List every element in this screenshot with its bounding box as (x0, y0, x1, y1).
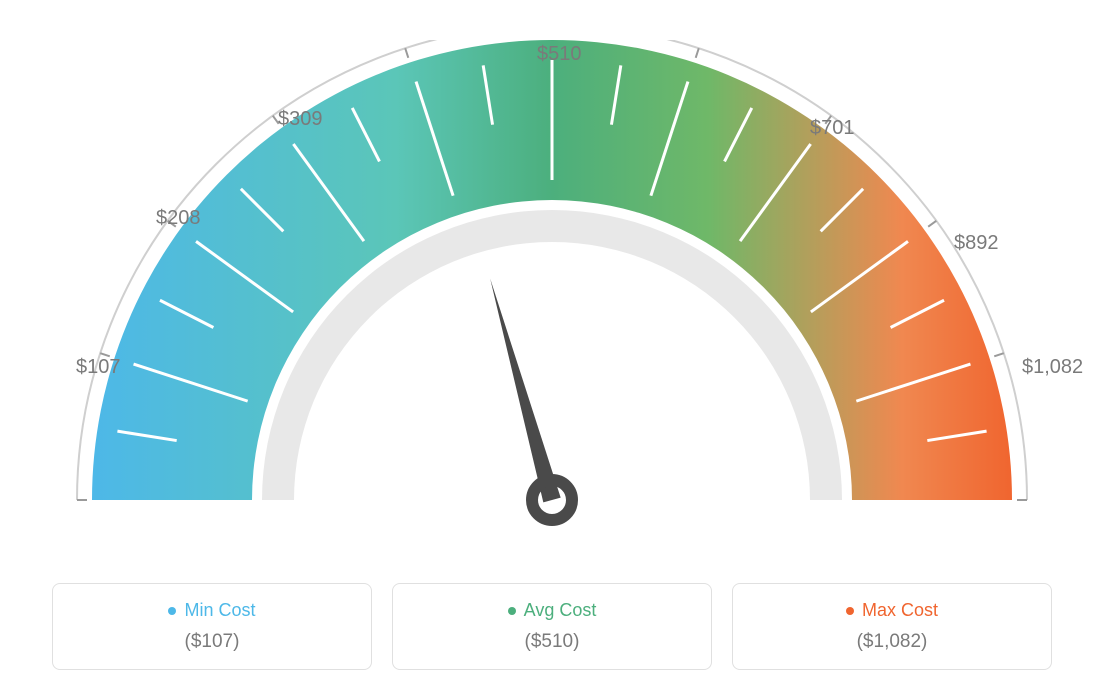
legend-max-box: Max Cost ($1,082) (732, 583, 1052, 670)
legend-max-value: ($1,082) (751, 631, 1033, 653)
legend-avg-box: Avg Cost ($510) (392, 583, 712, 670)
gauge-svg (32, 40, 1072, 560)
legend-avg-label: Avg Cost (411, 600, 693, 621)
gauge-tick-label: $701 (810, 117, 855, 140)
gauge-tick-label: $208 (156, 207, 201, 230)
legend: Min Cost ($107) Avg Cost ($510) Max Cost… (52, 583, 1052, 670)
gauge-tick-label: $510 (537, 43, 582, 66)
gauge-tick-label: $1,082 (1022, 356, 1083, 379)
gauge-tick-label: $107 (76, 356, 121, 379)
gauge-tick-label: $892 (954, 232, 999, 255)
legend-min-label: Min Cost (71, 600, 353, 621)
gauge-tick-label: $309 (278, 108, 323, 131)
legend-avg-value: ($510) (411, 631, 693, 653)
legend-max-label: Max Cost (751, 600, 1033, 621)
gauge-chart: $107 $208 $309 $510 $701 $892 $1,082 (0, 0, 1104, 555)
legend-min-box: Min Cost ($107) (52, 583, 372, 670)
legend-min-value: ($107) (71, 631, 353, 653)
